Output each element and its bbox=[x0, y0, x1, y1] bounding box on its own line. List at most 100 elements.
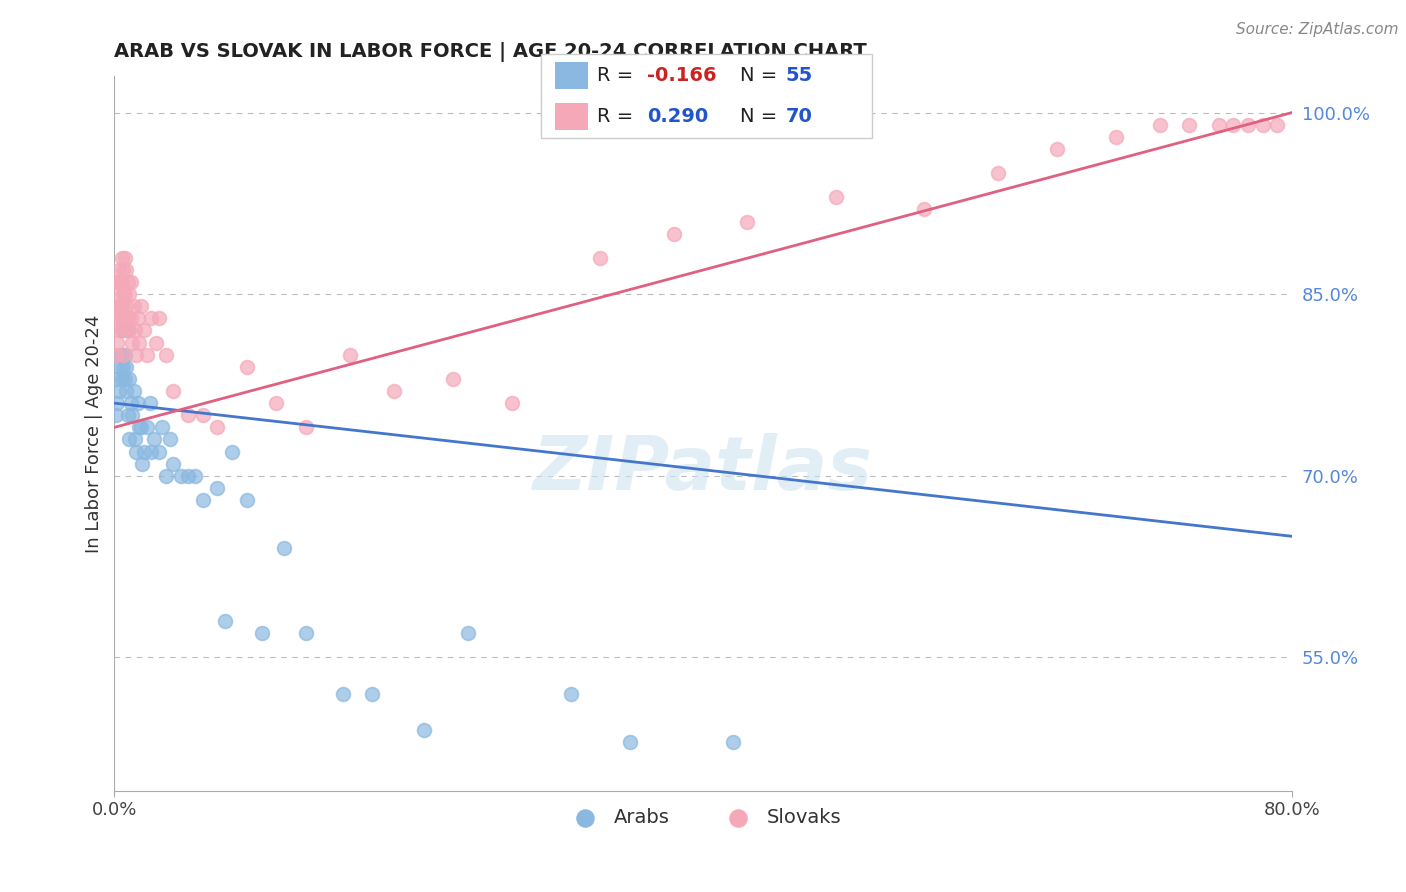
Point bbox=[115, 384, 138, 398]
Point bbox=[737, 214, 759, 228]
Point bbox=[987, 166, 1010, 180]
Point bbox=[128, 420, 150, 434]
Point bbox=[184, 468, 207, 483]
Point bbox=[112, 348, 135, 362]
Point bbox=[108, 263, 131, 277]
Point bbox=[122, 299, 145, 313]
Point bbox=[117, 409, 139, 423]
Point bbox=[114, 372, 136, 386]
Point bbox=[112, 311, 135, 326]
Point bbox=[294, 420, 316, 434]
Point bbox=[721, 735, 744, 749]
Point bbox=[662, 227, 685, 241]
Point bbox=[117, 275, 139, 289]
Point bbox=[132, 444, 155, 458]
Point bbox=[118, 433, 141, 447]
Point bbox=[111, 299, 134, 313]
Point bbox=[162, 457, 184, 471]
Point bbox=[105, 396, 128, 410]
Point bbox=[145, 335, 167, 350]
Point bbox=[129, 299, 152, 313]
Point bbox=[207, 420, 229, 434]
Text: N =: N = bbox=[740, 66, 783, 85]
Point bbox=[207, 481, 229, 495]
Legend: Arabs, Slovaks: Arabs, Slovaks bbox=[557, 800, 849, 835]
Point bbox=[294, 626, 316, 640]
Point bbox=[1267, 118, 1289, 132]
Point bbox=[120, 311, 142, 326]
Point bbox=[108, 299, 131, 313]
Point bbox=[112, 323, 135, 337]
Point bbox=[104, 311, 127, 326]
Point bbox=[108, 323, 131, 337]
Point bbox=[501, 396, 523, 410]
Point bbox=[121, 409, 143, 423]
Point bbox=[560, 687, 582, 701]
Text: 0.290: 0.290 bbox=[647, 107, 709, 126]
Point bbox=[110, 311, 132, 326]
Point bbox=[104, 372, 127, 386]
Point bbox=[104, 287, 127, 301]
Point bbox=[118, 287, 141, 301]
Point bbox=[112, 287, 135, 301]
Point bbox=[108, 384, 131, 398]
Text: 70: 70 bbox=[786, 107, 813, 126]
Point bbox=[236, 359, 259, 374]
Point bbox=[124, 323, 146, 337]
Point bbox=[114, 251, 136, 265]
Point bbox=[177, 409, 200, 423]
Point bbox=[441, 372, 464, 386]
Point bbox=[105, 299, 128, 313]
Point bbox=[619, 735, 641, 749]
Point bbox=[221, 444, 243, 458]
Point bbox=[135, 420, 157, 434]
Point bbox=[114, 287, 136, 301]
Point bbox=[105, 335, 128, 350]
Point bbox=[125, 348, 148, 362]
Text: R =: R = bbox=[598, 66, 640, 85]
Point bbox=[118, 372, 141, 386]
Point bbox=[412, 723, 434, 737]
Point bbox=[117, 323, 139, 337]
Point bbox=[169, 468, 191, 483]
Text: 55: 55 bbox=[786, 66, 813, 85]
Point bbox=[155, 468, 177, 483]
Point bbox=[128, 335, 150, 350]
Point bbox=[155, 348, 177, 362]
Point bbox=[1208, 118, 1230, 132]
Point bbox=[124, 433, 146, 447]
Point bbox=[121, 335, 143, 350]
Point bbox=[122, 384, 145, 398]
Point bbox=[191, 409, 214, 423]
Point bbox=[236, 493, 259, 508]
Point bbox=[589, 251, 612, 265]
Text: R =: R = bbox=[598, 107, 640, 126]
Point bbox=[115, 359, 138, 374]
Point bbox=[110, 359, 132, 374]
Point bbox=[111, 372, 134, 386]
Point bbox=[382, 384, 405, 398]
Point bbox=[912, 202, 935, 217]
Point bbox=[104, 409, 127, 423]
Point bbox=[273, 541, 295, 556]
Point bbox=[1222, 118, 1244, 132]
Point bbox=[105, 275, 128, 289]
Point bbox=[127, 311, 149, 326]
Point bbox=[115, 323, 138, 337]
Point bbox=[114, 311, 136, 326]
Point bbox=[125, 444, 148, 458]
Text: N =: N = bbox=[740, 107, 783, 126]
Point bbox=[127, 396, 149, 410]
Point bbox=[250, 626, 273, 640]
Text: -0.166: -0.166 bbox=[647, 66, 717, 85]
Point bbox=[339, 348, 361, 362]
Point bbox=[131, 457, 153, 471]
Point bbox=[135, 348, 157, 362]
Point bbox=[112, 359, 135, 374]
Point bbox=[1251, 118, 1274, 132]
Point bbox=[266, 396, 288, 410]
Point bbox=[1046, 142, 1069, 156]
Y-axis label: In Labor Force | Age 20-24: In Labor Force | Age 20-24 bbox=[86, 314, 103, 553]
Point bbox=[104, 348, 127, 362]
Point bbox=[114, 348, 136, 362]
